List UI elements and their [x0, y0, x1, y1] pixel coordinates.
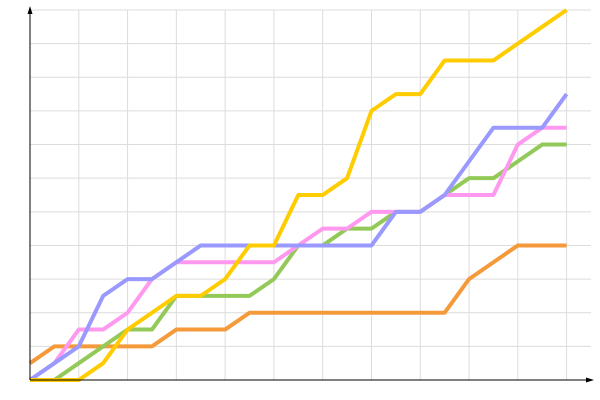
lines [28, 8, 569, 382]
series-line [28, 243, 567, 365]
series-line [30, 8, 568, 382]
series-line [28, 92, 569, 382]
x-axis-arrow [586, 377, 594, 383]
y-axis-arrow [27, 6, 33, 14]
